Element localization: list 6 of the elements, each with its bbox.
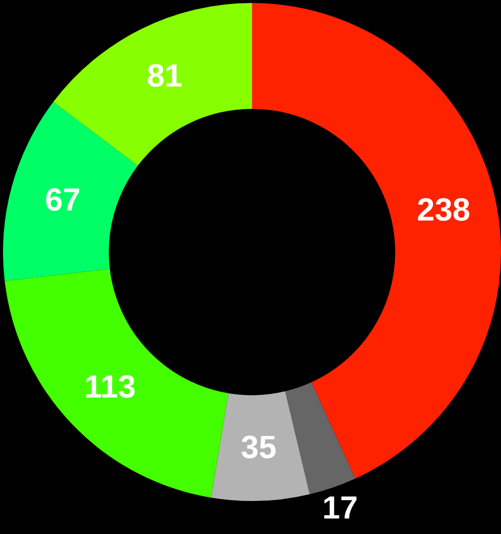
data-label: 35 (240, 428, 277, 465)
data-label: 67 (44, 182, 81, 218)
data-label: 81 (146, 57, 182, 94)
data-label: 113 (84, 368, 136, 404)
data-label: 17 (322, 489, 358, 526)
data-label: 238 (416, 191, 470, 228)
